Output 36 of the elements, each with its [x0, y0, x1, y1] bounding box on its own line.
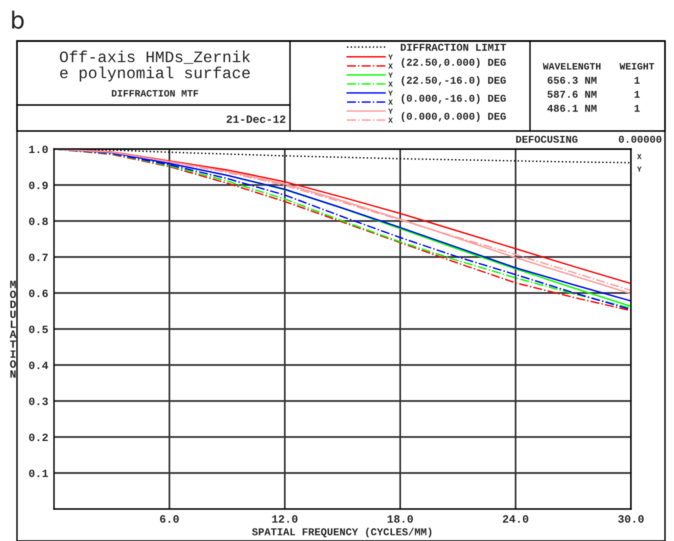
text: 587.6 NM: [548, 90, 596, 98]
y-tick-label: 0.6: [29, 290, 48, 298]
chart-title: Off-axis HMDs_Zernik e polynomial surface: [60, 50, 250, 82]
x-tick-label: 30.0: [618, 515, 644, 523]
text: 0.00000: [618, 136, 662, 143]
y-tick-label: 1.0: [29, 146, 48, 154]
y-tick-label: 0.9: [29, 182, 48, 190]
y-tick-label: 0.3: [29, 398, 48, 406]
y-tick-label: 0.4: [29, 362, 48, 370]
x-axis-title: SPATIAL FREQUENCY (CYCLES/MM): [252, 528, 432, 538]
text: (0.000,0.000) DEG: [402, 112, 506, 122]
text: MODULATION: [10, 280, 16, 378]
x-tick-label: 6.0: [160, 515, 179, 523]
text: (0.000,-16.0) DEG: [402, 94, 506, 104]
text: 1: [634, 76, 640, 84]
text: (22.50,-16.0) DEG: [402, 76, 506, 86]
text: DEFOCUSING: [516, 136, 578, 143]
y-tick-label: 0.5: [29, 326, 48, 334]
text: 21-Dec-12: [226, 115, 286, 123]
text: WAVELENGTH: [542, 63, 601, 70]
y-tick-label: 0.2: [29, 434, 48, 442]
y-tick-label: 0.7: [29, 254, 48, 262]
x-tick-label: 24.0: [502, 515, 528, 523]
y-tick-label: 0.8: [29, 218, 48, 226]
text: WEIGHT: [619, 63, 654, 70]
text: (22.50,0.000) DEG: [402, 58, 506, 68]
x-tick-label: 12.0: [272, 515, 298, 523]
y-tick-label: 0.1: [29, 470, 48, 478]
legend-label: DIFFRACTION LIMIT: [400, 44, 506, 51]
chart-subtitle: DIFFRACTION MTF: [112, 90, 198, 97]
text: b: [12, 10, 24, 29]
text: 1: [634, 104, 640, 112]
x-tick-label: 18.0: [388, 515, 413, 523]
text: 1: [634, 90, 640, 98]
text: 656.3 NM: [548, 76, 596, 84]
text: 486.1 NM: [547, 104, 596, 112]
